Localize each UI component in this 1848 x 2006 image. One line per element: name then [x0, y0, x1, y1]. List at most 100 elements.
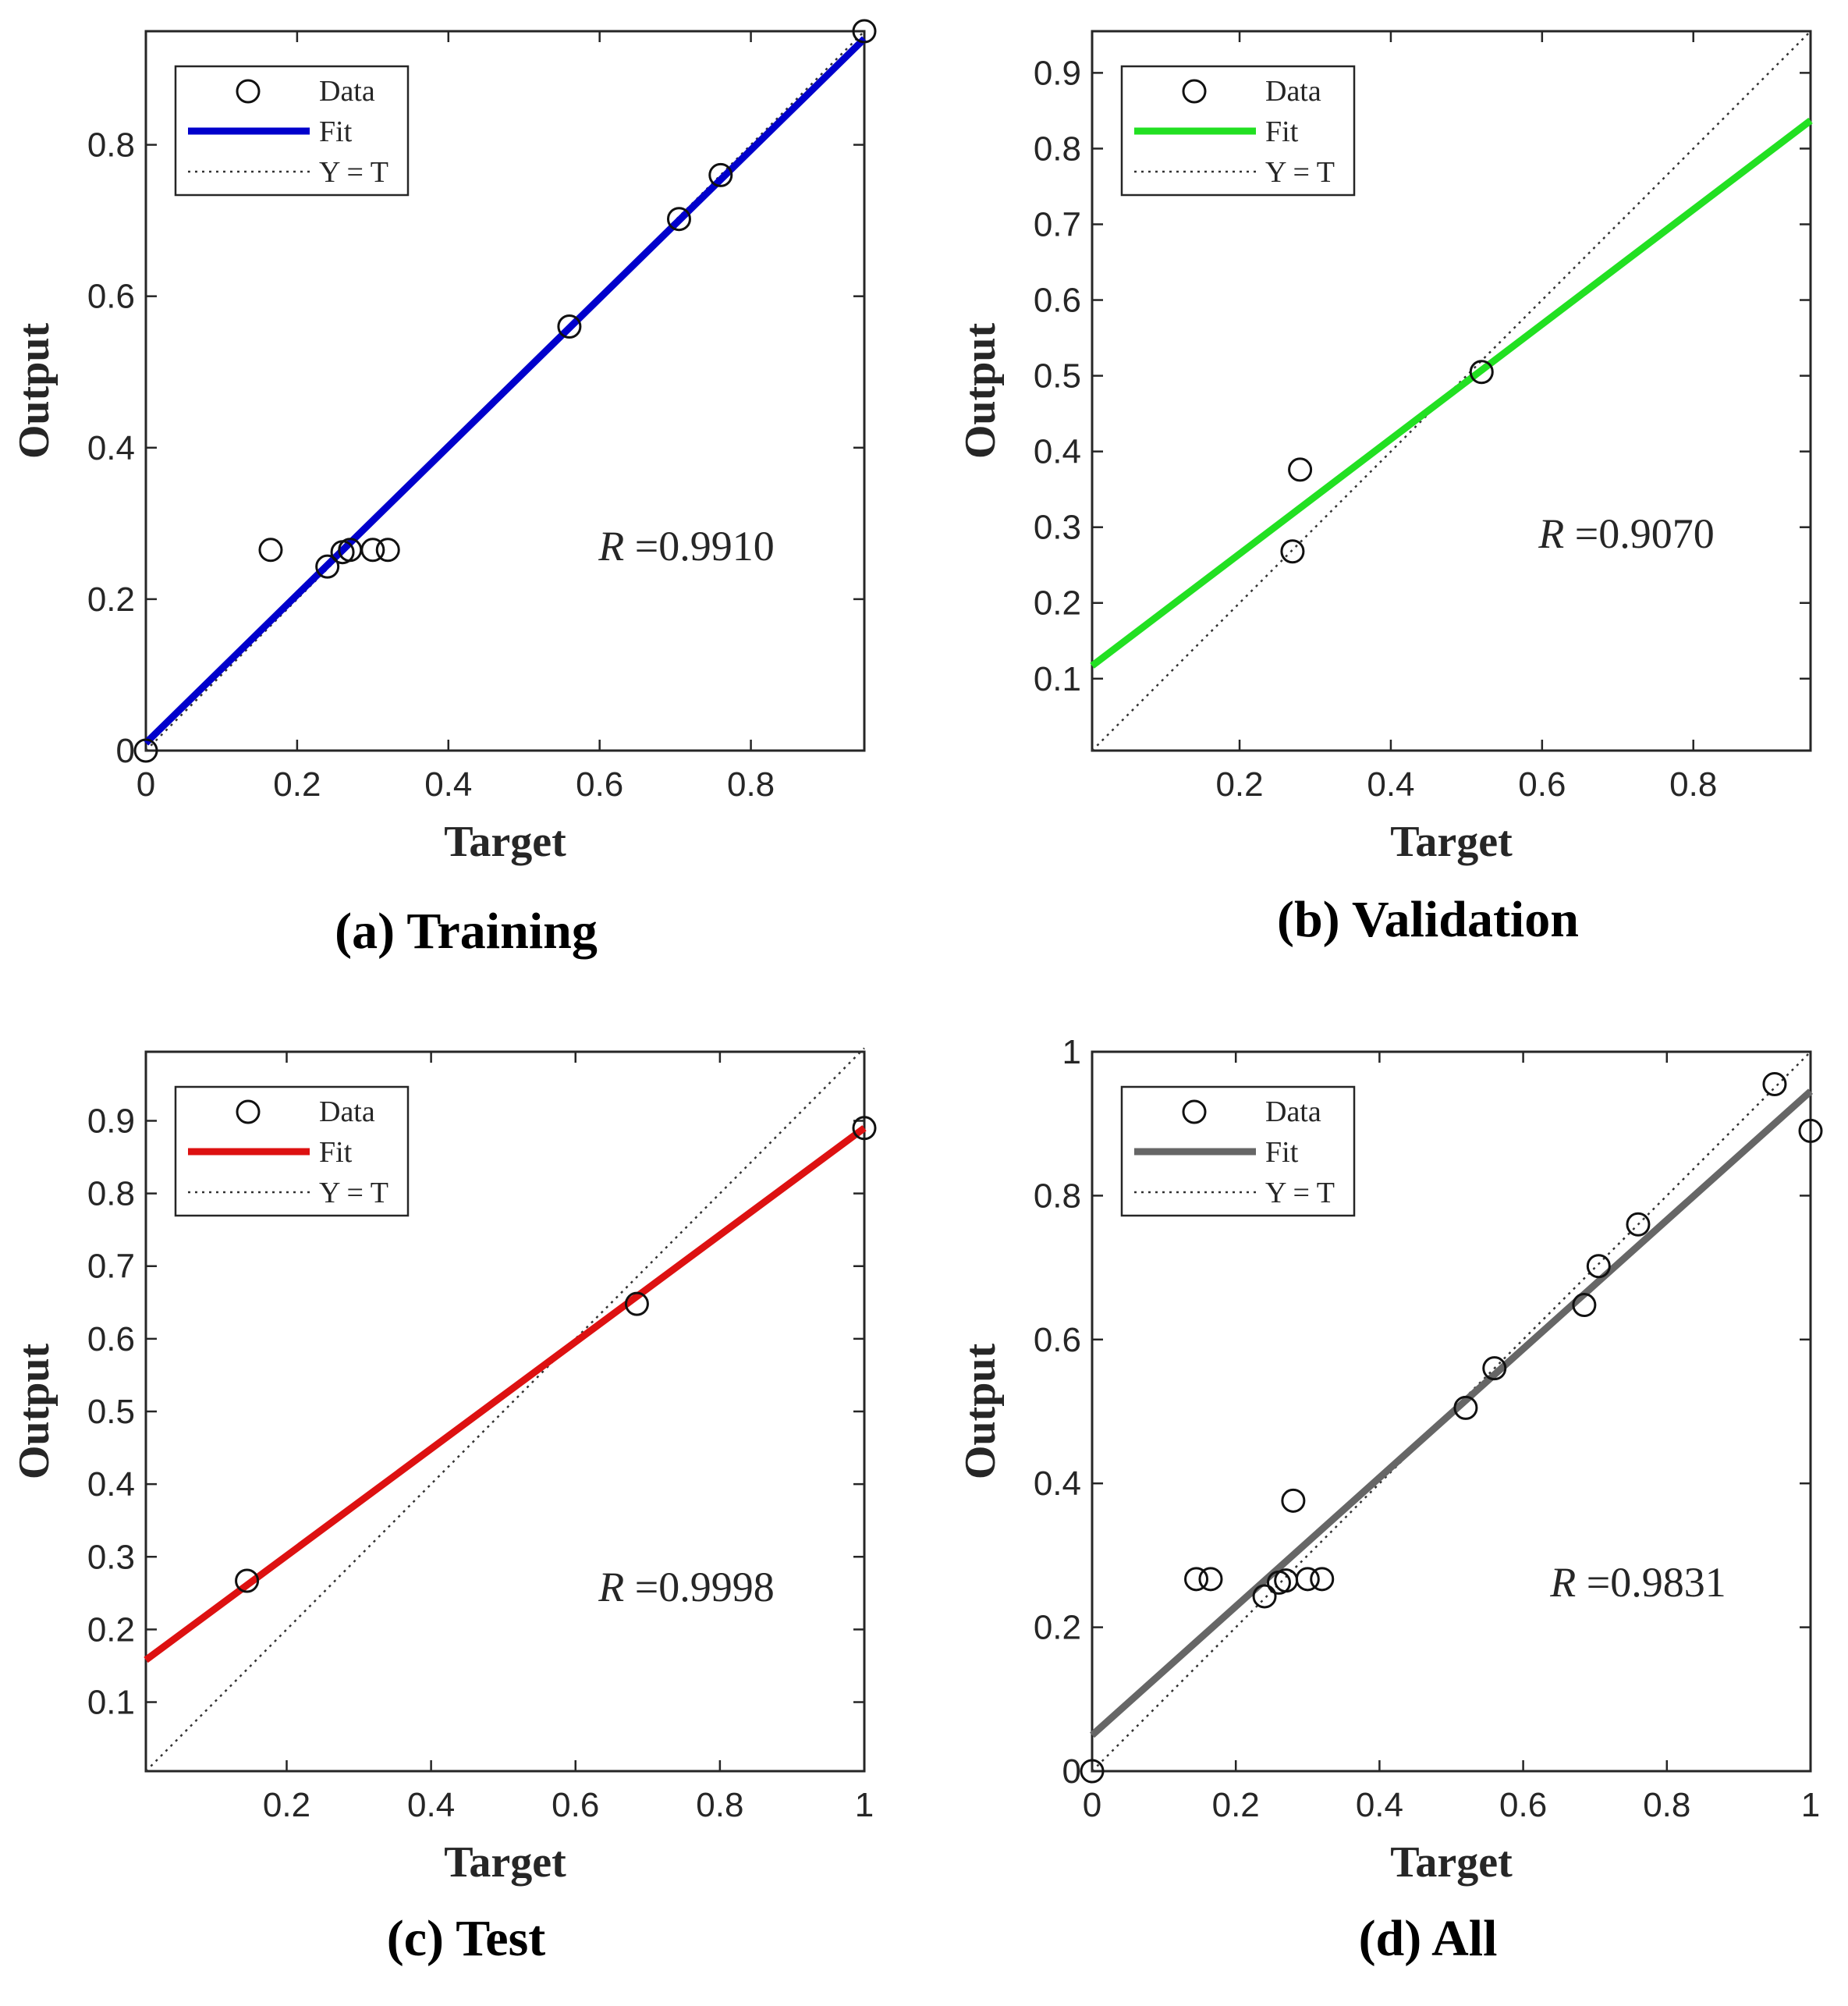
legend-data-label: Data — [1265, 1095, 1321, 1128]
fit-line — [1090, 117, 1813, 669]
data-point — [557, 314, 582, 339]
data-point — [708, 162, 733, 187]
y-tick-label: 0.8 — [1034, 130, 1081, 168]
data-point — [1798, 1118, 1823, 1143]
fit-line — [144, 1125, 867, 1663]
data-point — [1252, 1584, 1277, 1609]
data-point — [1080, 1759, 1105, 1784]
y-tick-label: 0.6 — [1034, 1321, 1081, 1359]
data-point — [1469, 360, 1494, 385]
x-tick-label: 0.4 — [1367, 765, 1414, 804]
y-tick-label: 0.2 — [1034, 584, 1081, 623]
legend-data-label: Data — [319, 1095, 375, 1128]
r-value: =0.9998 — [635, 1564, 775, 1610]
data-point — [852, 19, 877, 44]
legend-identity-label: Y = T — [319, 1177, 388, 1209]
data-point — [315, 554, 340, 579]
panel-caption: (c) Test — [387, 1910, 546, 1967]
y-tick-label: 0.9 — [87, 1102, 135, 1140]
y-tick-label: 0.7 — [87, 1248, 135, 1286]
legend-identity-label: Y = T — [319, 156, 388, 189]
data-point — [375, 538, 400, 563]
fit-line — [1089, 1088, 1814, 1738]
x-tick-label: 0.8 — [696, 1786, 743, 1824]
y-tick-label: 0.3 — [87, 1538, 135, 1576]
y-tick-label: 0.3 — [1034, 509, 1081, 547]
x-tick-label: 0.2 — [263, 1786, 310, 1824]
legend-data-marker — [236, 79, 261, 104]
x-axis-label: Target — [444, 1838, 566, 1887]
y-tick-label: 0 — [116, 732, 135, 770]
y-tick-label: 0.5 — [87, 1393, 135, 1431]
legend-fit-label: Fit — [319, 1136, 353, 1169]
data-point — [624, 1291, 649, 1316]
y-tick-label: 0.8 — [87, 1175, 135, 1213]
r-symbol: R — [598, 523, 635, 570]
data-point — [1281, 1488, 1306, 1513]
legend-fit-label: Fit — [1265, 1136, 1299, 1169]
r-annotation: R =0.9998 — [598, 1564, 774, 1610]
x-tick-label: 0.8 — [1643, 1786, 1690, 1824]
data-point — [1586, 1254, 1611, 1279]
y-tick-label: 0.8 — [87, 126, 135, 165]
legend-identity-label: Y = T — [1265, 156, 1335, 189]
x-axis-label: Target — [1390, 818, 1513, 866]
data-point — [666, 207, 691, 232]
legend: Data Fit Y = T — [1120, 65, 1356, 197]
y-tick-label: 0.2 — [1034, 1609, 1081, 1647]
y-axis-label: Output — [956, 323, 1005, 460]
panel-4: 0 0.2 0.4 0.6 0.8 1 0 0.2 0.4 0.6 0.8 1 Data Fit Y = T… — [956, 1033, 1823, 1967]
y-tick-label: 0 — [1062, 1752, 1081, 1791]
legend-fit-label: Fit — [319, 115, 353, 148]
x-tick-label: 0.8 — [727, 765, 775, 804]
r-value: =0.9910 — [635, 523, 775, 570]
x-tick-label: 0.2 — [1215, 765, 1263, 804]
identity-line — [145, 1047, 865, 1772]
legend-data-marker — [1182, 1099, 1207, 1124]
r-symbol: R — [1549, 1559, 1587, 1606]
data-point — [258, 538, 283, 563]
data-point — [1288, 457, 1313, 482]
data-point — [1572, 1293, 1597, 1318]
legend-data-label: Data — [1265, 75, 1321, 108]
panel-caption: (d) All — [1359, 1910, 1498, 1967]
x-tick-label: 0 — [1083, 1786, 1101, 1824]
y-tick-label: 0.4 — [87, 429, 135, 467]
identity-line — [145, 30, 865, 751]
x-tick-label: 0.6 — [1518, 765, 1566, 804]
y-tick-label: 0.4 — [1034, 1465, 1081, 1503]
legend: Data Fit Y = T — [174, 65, 410, 197]
r-annotation: R =0.9910 — [598, 523, 774, 570]
x-tick-label: 0.6 — [552, 1786, 599, 1824]
data-point — [1280, 539, 1305, 564]
y-tick-label: 0.9 — [1034, 54, 1081, 92]
data-point — [1482, 1356, 1507, 1381]
fit-line — [143, 36, 867, 746]
legend-identity-label: Y = T — [1265, 1177, 1335, 1209]
panel-1: 0 0.2 0.4 0.6 0.8 0 0.2 0.4 0.6 0.8 Data Fit Y = T R … — [10, 19, 877, 960]
y-tick-label: 0.2 — [87, 580, 135, 619]
panel-3: 0.2 0.4 0.6 0.8 1 0.1 0.2 0.3 0.4 0.5 0.6 0.7 0.8 0.9… — [10, 1047, 877, 1967]
data-point — [1453, 1395, 1478, 1420]
x-axis-label: Target — [1390, 1838, 1513, 1887]
panel-caption: (a) Training — [335, 903, 598, 960]
y-tick-label: 0.4 — [87, 1465, 135, 1504]
r-annotation: R =0.9070 — [1538, 510, 1714, 557]
x-tick-label: 0.2 — [273, 765, 321, 804]
legend-data-label: Data — [319, 75, 375, 108]
data-point — [360, 538, 385, 563]
panel-caption: (b) Validation — [1277, 891, 1579, 948]
y-tick-label: 0.8 — [1034, 1177, 1081, 1215]
x-axis-label: Target — [444, 818, 566, 866]
data-point — [1626, 1212, 1651, 1237]
y-tick-label: 0.1 — [87, 1684, 135, 1722]
data-point — [133, 738, 158, 763]
identity-line — [1091, 1051, 1811, 1772]
r-annotation: R =0.9831 — [1549, 1559, 1726, 1606]
y-tick-label: 0.7 — [1034, 205, 1081, 243]
y-tick-label: 0.1 — [1034, 660, 1081, 698]
x-tick-label: 0.4 — [424, 765, 472, 804]
legend: Data Fit Y = T — [174, 1085, 410, 1217]
r-value: =0.9831 — [1587, 1559, 1726, 1606]
